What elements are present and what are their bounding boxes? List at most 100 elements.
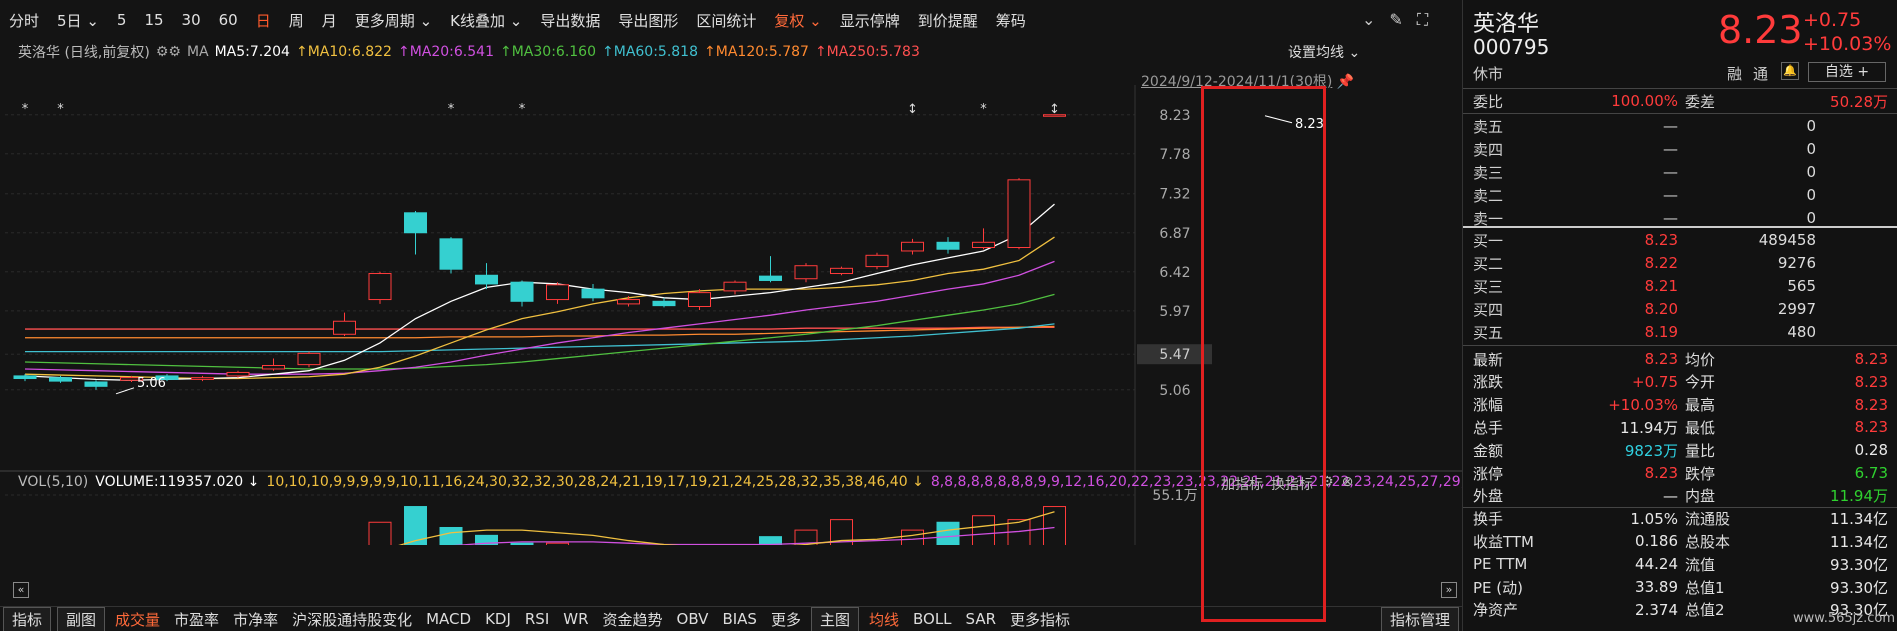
switch-indicator-button[interactable]: 换指标	[1271, 477, 1313, 493]
bell-icon[interactable]: 🔔	[1781, 62, 1799, 80]
volume-bar[interactable]	[972, 515, 995, 545]
pin-icon[interactable]: 📌	[1336, 74, 1355, 90]
volume-bar[interactable]	[830, 519, 853, 545]
candle[interactable]	[901, 238, 924, 255]
toolbar-kline-overlay[interactable]: K线叠加 ⌄	[450, 11, 523, 30]
candle[interactable]	[297, 351, 321, 368]
scroll-left-button[interactable]: «	[13, 582, 29, 598]
tab-fund-trend[interactable]: 资金趋势	[602, 610, 663, 629]
add-indicator-button[interactable]: 加指标	[1221, 477, 1263, 493]
tab-macd[interactable]: MACD	[426, 610, 472, 628]
tab-sub-chart[interactable]: 副图	[57, 606, 106, 631]
candle[interactable]	[1043, 114, 1066, 117]
candle[interactable]	[155, 374, 179, 382]
scroll-right-button[interactable]: »	[1441, 582, 1457, 598]
toolbar-more-periods[interactable]: 更多周期 ⌄	[354, 11, 433, 30]
toolbar-export-image[interactable]: 导出图形	[618, 11, 679, 30]
candle[interactable]	[404, 211, 427, 255]
toolbar-15min[interactable]: 15	[144, 11, 164, 29]
volume-bar[interactable]	[794, 529, 818, 545]
candle[interactable]	[688, 289, 711, 310]
bid-row[interactable]: 买三 8.21 565	[1463, 275, 1897, 297]
volume-bar[interactable]	[368, 521, 392, 545]
tab-kdj[interactable]: KDJ	[485, 610, 511, 628]
tab-indicator[interactable]: 指标	[3, 606, 52, 631]
close-icon[interactable]: ⊗	[1341, 474, 1354, 490]
volume-bar[interactable]	[439, 526, 463, 545]
ask-row[interactable]: 卖四 — 0	[1463, 138, 1897, 160]
ask-row[interactable]: 卖一 — 0	[1463, 207, 1897, 229]
candle[interactable]	[510, 280, 534, 307]
candle[interactable]	[439, 237, 463, 274]
tab-sar[interactable]: SAR	[965, 610, 997, 628]
tab-pb[interactable]: 市净率	[233, 610, 279, 629]
candle[interactable]	[226, 370, 250, 378]
add-watchlist-button[interactable]: 自选 +	[1808, 62, 1886, 82]
toolbar-chips[interactable]: 筹码	[995, 11, 1026, 30]
volume-bar[interactable]	[404, 506, 427, 545]
candle[interactable]	[84, 380, 108, 390]
toolbar-60min[interactable]: 60	[218, 11, 238, 29]
candle[interactable]	[546, 282, 569, 304]
pen-icon[interactable]: ✎	[1389, 10, 1403, 29]
event-marker[interactable]: ↕	[1049, 102, 1060, 117]
candle[interactable]	[475, 263, 498, 290]
candle[interactable]	[333, 312, 356, 336]
volume-bar[interactable]	[546, 542, 569, 545]
collapse-icon[interactable]: ⌄	[1362, 10, 1376, 29]
tab-main-chart[interactable]: 主图	[810, 606, 859, 631]
bid-row[interactable]: 买二 8.22 9276	[1463, 252, 1897, 274]
event-marker[interactable]: *	[980, 102, 987, 117]
candle[interactable]	[13, 374, 37, 382]
ask-row[interactable]: 卖二 — 0	[1463, 184, 1897, 206]
tab-volume[interactable]: 成交量	[115, 610, 161, 629]
toolbar-5day[interactable]: 5日 ⌄	[57, 11, 99, 30]
tab-boll[interactable]: BOLL	[912, 610, 952, 628]
tab-more[interactable]: 更多	[770, 610, 801, 629]
tab-rsi[interactable]: RSI	[524, 610, 550, 628]
event-marker[interactable]: *	[22, 102, 29, 117]
volume-bar[interactable]	[936, 521, 960, 545]
candle[interactable]	[972, 228, 995, 250]
volume-bar[interactable]	[759, 536, 782, 545]
candle[interactable]	[49, 375, 72, 383]
candle[interactable]	[191, 375, 214, 382]
bid-row[interactable]: 买四 8.20 2997	[1463, 298, 1897, 320]
toolbar-export-data[interactable]: 导出数据	[540, 11, 601, 30]
gear-icon[interactable]: ⚙⚙	[155, 44, 181, 60]
toolbar-intraday[interactable]: 分时	[9, 11, 40, 30]
toolbar-month[interactable]: 月	[321, 11, 337, 30]
volume-bar[interactable]	[475, 534, 498, 545]
toolbar-30min[interactable]: 30	[181, 11, 201, 29]
tab-obv[interactable]: OBV	[676, 610, 709, 628]
fullscreen-icon[interactable]: ⛶	[1416, 10, 1429, 29]
toolbar-show-suspension[interactable]: 显示停牌	[839, 11, 900, 30]
candle[interactable]	[1007, 178, 1031, 250]
candle[interactable]	[936, 237, 960, 254]
event-marker[interactable]: *	[448, 102, 455, 117]
candle[interactable]	[581, 283, 605, 302]
candle[interactable]	[120, 375, 143, 382]
volume-bar[interactable]	[510, 542, 534, 545]
candle[interactable]	[723, 280, 747, 295]
tab-pe[interactable]: 市盈率	[174, 610, 220, 629]
bid-row[interactable]: 买五 8.19 480	[1463, 321, 1897, 343]
tab-indicator-manage[interactable]: 指标管理	[1380, 606, 1459, 631]
event-marker[interactable]: *	[519, 102, 526, 117]
candle[interactable]	[368, 271, 392, 304]
ma-settings-button[interactable]: 设置均线 ⌄	[1288, 45, 1361, 61]
volume-bar[interactable]	[901, 529, 924, 545]
volume-bar[interactable]	[1043, 506, 1066, 545]
tab-wr[interactable]: WR	[563, 610, 589, 628]
bid-row[interactable]: 买一 8.23 489458	[1463, 229, 1897, 251]
toolbar-5min[interactable]: 5	[116, 11, 127, 29]
volume-bar[interactable]	[1007, 519, 1031, 545]
kline-chart[interactable]: 8.23 7.78 7.32 6.87 6.42 5.97 5.47 5.06 * * * * * ↕ ↕ 8…	[0, 85, 1462, 545]
ask-row[interactable]: 卖五 — 0	[1463, 115, 1897, 137]
candle[interactable]	[794, 263, 818, 283]
toolbar-week[interactable]: 周	[288, 11, 304, 30]
tab-northbound-holding[interactable]: 沪深股通持股变化	[292, 610, 413, 629]
toolbar-range-stats[interactable]: 区间统计	[696, 11, 757, 30]
candle[interactable]	[652, 297, 676, 308]
candle[interactable]	[262, 358, 285, 371]
